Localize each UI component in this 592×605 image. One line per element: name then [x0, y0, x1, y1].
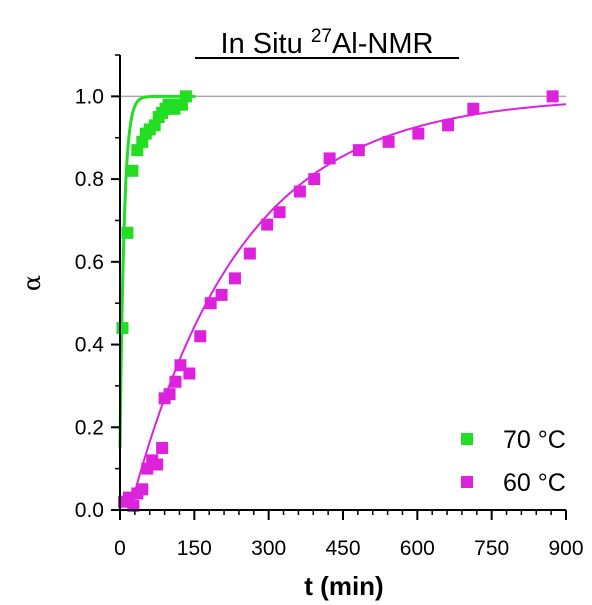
y-tick-label: 0.0: [75, 499, 104, 522]
y-tick-label: 0.4: [75, 334, 105, 357]
x-tick-label: 150: [177, 537, 212, 560]
data-point-series-1-24: [352, 144, 365, 157]
legend-label-70c: 70 °C: [503, 426, 566, 454]
chart-title-rest: Al-NMR: [332, 28, 434, 60]
data-point-series-1-20: [273, 206, 286, 219]
data-point-series-1-14: [194, 330, 207, 343]
legend-marker-60c: [461, 476, 473, 488]
data-point-series-0-0: [116, 322, 129, 334]
data-point-series-1-7: [151, 458, 164, 471]
data-point-series-1-11: [169, 375, 182, 388]
data-point-series-1-13: [183, 367, 196, 380]
legend: 70 °C 60 °C: [461, 426, 566, 497]
data-point-series-1-28: [467, 102, 480, 115]
legend-label-60c: 60 °C: [503, 469, 566, 497]
chart-title-superscript: 27: [311, 26, 332, 47]
data-point-series-1-22: [308, 173, 321, 186]
fit-curve-series-1: [120, 103, 567, 511]
data-point-series-1-26: [412, 127, 425, 140]
data-point-series-1-10: [163, 388, 176, 401]
x-tick-label: 300: [251, 537, 286, 560]
data-point-series-1-4: [136, 483, 149, 496]
data-point-series-0-7: [148, 119, 161, 132]
data-point-series-1-15: [204, 297, 217, 310]
data-point-series-1-8: [156, 441, 169, 454]
y-tick-label: 0.2: [75, 416, 104, 439]
data-point-series-1-21: [293, 185, 306, 198]
data-point-series-1-2: [127, 499, 140, 512]
x-axis-label: t (min): [304, 571, 383, 601]
y-tick-label: 1.0: [75, 85, 104, 108]
data-point-series-0-2: [126, 164, 139, 177]
x-tick-label: 600: [400, 537, 435, 560]
data-point-series-1-18: [243, 247, 256, 260]
data-point-series-1-17: [228, 272, 241, 285]
y-tick-label: 0.8: [75, 168, 104, 191]
data-point-series-1-25: [382, 135, 395, 148]
data-point-series-0-16: [179, 90, 192, 103]
chart-title-main: In Situ: [221, 28, 311, 60]
y-tick-label: 0.6: [75, 251, 104, 274]
data-point-series-1-19: [261, 218, 274, 231]
x-tick-label: 750: [474, 537, 509, 560]
data-point-series-0-1: [121, 226, 134, 239]
fit-curve-series-0: [118, 94, 196, 449]
data-point-series-1-29: [546, 90, 559, 103]
x-tick-label: 900: [548, 537, 583, 560]
chart-title: In Situ 27Al-NMR: [221, 26, 434, 60]
data-point-series-1-16: [215, 288, 228, 301]
legend-marker-70c: [461, 433, 473, 445]
x-tick-label: 450: [325, 537, 360, 560]
data-point-series-1-23: [323, 152, 336, 165]
y-axis-label: α: [18, 275, 46, 291]
x-tick-label: 0: [114, 537, 126, 560]
data-point-series-1-27: [442, 119, 455, 132]
